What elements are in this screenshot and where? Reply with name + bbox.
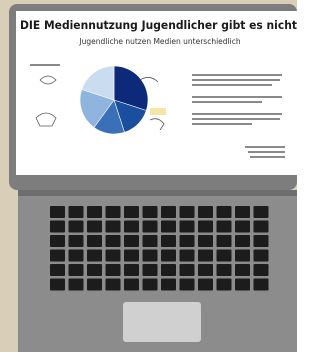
slide-subtitle: Jugendliche nutzen Medien unterschiedlic… bbox=[78, 37, 240, 46]
key bbox=[254, 250, 269, 262]
key bbox=[235, 221, 250, 233]
key bbox=[198, 279, 213, 291]
key bbox=[124, 206, 139, 218]
key bbox=[143, 206, 158, 218]
key bbox=[217, 264, 232, 276]
key bbox=[143, 250, 158, 262]
key bbox=[87, 264, 102, 276]
key bbox=[50, 279, 65, 291]
slide-title: DIE Mediennutzung Jugendlicher gibt es n… bbox=[20, 18, 297, 32]
key bbox=[106, 250, 121, 262]
key bbox=[69, 206, 84, 218]
key bbox=[161, 250, 176, 262]
key bbox=[217, 206, 232, 218]
key bbox=[235, 279, 250, 291]
key bbox=[180, 279, 195, 291]
key bbox=[254, 235, 269, 247]
key bbox=[124, 264, 139, 276]
key bbox=[180, 235, 195, 247]
key bbox=[180, 250, 195, 262]
key bbox=[50, 264, 65, 276]
key bbox=[217, 279, 232, 291]
key bbox=[143, 221, 158, 233]
note bbox=[150, 108, 166, 115]
key bbox=[143, 264, 158, 276]
key bbox=[254, 221, 269, 233]
key bbox=[235, 235, 250, 247]
key bbox=[106, 279, 121, 291]
key bbox=[198, 264, 213, 276]
key bbox=[180, 206, 195, 218]
pie-chart bbox=[80, 66, 148, 134]
key bbox=[161, 206, 176, 218]
key bbox=[198, 221, 213, 233]
key bbox=[87, 235, 102, 247]
trackpad bbox=[123, 302, 201, 342]
key bbox=[143, 235, 158, 247]
hinge bbox=[18, 190, 297, 196]
key bbox=[87, 250, 102, 262]
key bbox=[217, 221, 232, 233]
key bbox=[254, 264, 269, 276]
key bbox=[69, 235, 84, 247]
key bbox=[106, 235, 121, 247]
key bbox=[124, 235, 139, 247]
laptop-scene: DIE Mediennutzung Jugendlicher gibt es n… bbox=[0, 0, 297, 352]
key bbox=[254, 206, 269, 218]
key bbox=[161, 221, 176, 233]
key bbox=[124, 221, 139, 233]
key bbox=[50, 206, 65, 218]
key bbox=[69, 279, 84, 291]
key bbox=[106, 264, 121, 276]
key bbox=[198, 206, 213, 218]
key bbox=[87, 206, 102, 218]
key bbox=[106, 206, 121, 218]
key bbox=[87, 221, 102, 233]
key bbox=[106, 221, 121, 233]
screen bbox=[16, 11, 297, 175]
key bbox=[143, 279, 158, 291]
key bbox=[217, 250, 232, 262]
key bbox=[180, 221, 195, 233]
key bbox=[87, 279, 102, 291]
key bbox=[50, 221, 65, 233]
key bbox=[235, 264, 250, 276]
key bbox=[217, 235, 232, 247]
key bbox=[161, 264, 176, 276]
key bbox=[198, 250, 213, 262]
key bbox=[180, 264, 195, 276]
key bbox=[161, 235, 176, 247]
key bbox=[50, 235, 65, 247]
key bbox=[124, 279, 139, 291]
key bbox=[198, 235, 213, 247]
key bbox=[50, 250, 65, 262]
key bbox=[235, 206, 250, 218]
key bbox=[69, 264, 84, 276]
key bbox=[235, 250, 250, 262]
key bbox=[69, 221, 84, 233]
key bbox=[124, 250, 139, 262]
key bbox=[254, 279, 269, 291]
key bbox=[69, 250, 84, 262]
key bbox=[161, 279, 176, 291]
